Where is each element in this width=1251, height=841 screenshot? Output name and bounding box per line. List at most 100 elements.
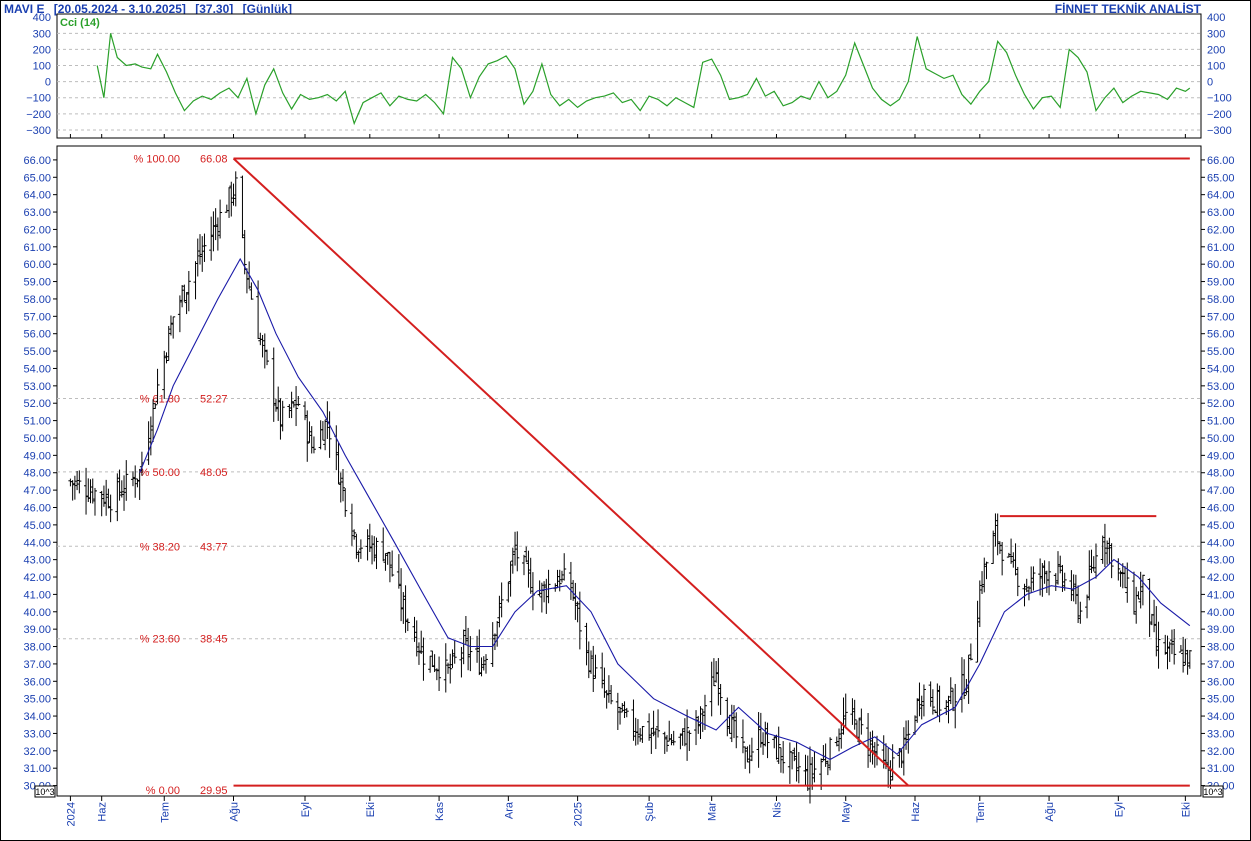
x-tick-label: Eki: [1180, 802, 1192, 817]
cci-tick-label-right: −100: [1207, 93, 1232, 105]
price-tick-label-right: 62.00: [1207, 224, 1235, 236]
ohlc-bar: [546, 569, 551, 604]
ohlc-bar: [416, 642, 421, 665]
ohlc-bar: [1100, 535, 1105, 564]
ohlc-bar: [850, 698, 855, 725]
ohlc-bar: [810, 756, 815, 790]
cci-tick-label-left: 400: [33, 12, 51, 24]
ohlc-bar: [106, 488, 111, 509]
price-tick-label-left: 46.00: [23, 502, 51, 514]
ohlc-bar: [593, 654, 598, 679]
ohlc-bar: [146, 421, 151, 465]
ohlc-bar: [421, 637, 426, 681]
ohlc-bar: [997, 541, 1002, 554]
ohlc-bar: [202, 233, 207, 262]
x-tick-label: Eki: [365, 802, 377, 817]
ohlc-bar: [341, 468, 345, 502]
ohlc-bar: [1136, 591, 1141, 600]
ohlc-bar: [732, 705, 737, 739]
price-tick-label-left: 42.00: [23, 572, 51, 584]
ohlc-bar: [1105, 540, 1110, 565]
ohlc-bar: [124, 460, 129, 501]
ohlc-bar: [430, 650, 435, 668]
ohlc-bar: [296, 396, 301, 407]
ohlc-bar: [649, 728, 654, 754]
price-tick-label-left: 50.00: [23, 433, 51, 445]
x-tick-label: Şub: [644, 802, 656, 822]
ohlc-bar: [468, 636, 473, 672]
ohlc-bar: [475, 635, 480, 663]
ohlc-bar: [396, 554, 401, 589]
price-tick-label-right: 46.00: [1207, 502, 1235, 514]
ohlc-bar: [338, 472, 343, 503]
cci-tick-label-left: −100: [26, 93, 51, 105]
ohlc-bar: [291, 401, 296, 408]
ohlc-bar: [993, 513, 998, 547]
ohlc-bar: [273, 398, 278, 412]
ohlc-bar: [401, 592, 406, 624]
chart-header: MAVI E [20.05.2024 - 3.10.2025] [37.30] …: [4, 2, 292, 16]
ohlc-bar: [168, 315, 173, 336]
price-tick-label-left: 44.00: [23, 537, 51, 549]
ohlc-bar: [680, 728, 685, 746]
ohlc-bar: [77, 470, 82, 494]
ohlc-bar: [133, 465, 138, 498]
ohlc-bar: [437, 656, 442, 691]
ohlc-bar: [233, 171, 238, 207]
x-tick-label: May: [841, 802, 853, 823]
x-tick-label: Mar: [707, 802, 719, 821]
ohlc-bar: [1022, 583, 1027, 607]
ohlc-bar: [479, 657, 484, 677]
price-tick-label-right: 66.00: [1207, 155, 1235, 167]
price-tick-label-left: 58.00: [23, 294, 51, 306]
ohlc-bar: [568, 561, 573, 600]
ohlc-bar: [609, 684, 614, 705]
price-tick-label-left: 66.00: [23, 155, 51, 167]
ohlc-bar: [171, 316, 176, 339]
price-tick-label-right: 31.00: [1207, 763, 1235, 775]
fib-percent-label: % 38.20: [140, 541, 180, 553]
ohlc-bar: [164, 352, 169, 364]
ohlc-bar: [1009, 538, 1014, 564]
ohlc-bar: [443, 643, 448, 693]
ohlc-bar: [343, 488, 348, 517]
ohlc-bar: [218, 199, 223, 239]
ohlc-bar: [1183, 638, 1188, 666]
ohlc-bar: [1058, 555, 1063, 574]
ohlc-bar: [211, 211, 216, 252]
ohlc-bar: [946, 695, 951, 724]
ohlc-bar: [99, 490, 104, 517]
ohlc-bar: [195, 238, 200, 277]
ohlc-bar: [557, 569, 562, 592]
trend-line-1: [232, 157, 909, 787]
ohlc-bar: [1118, 570, 1123, 587]
price-tick-label-left: 62.00: [23, 224, 51, 236]
price-tick-label-left: 31.00: [23, 763, 51, 775]
ohlc-bar: [917, 682, 922, 717]
ohlc-bar: [875, 735, 880, 766]
cci-tick-label-right: 0: [1207, 77, 1213, 89]
ohlc-bar: [1169, 629, 1174, 655]
ohlc-bar: [459, 647, 464, 678]
ohlc-bar: [1165, 635, 1170, 670]
ohlc-bar: [365, 529, 370, 561]
ohlc-bar: [747, 744, 752, 774]
ohlc-bar: [209, 216, 214, 261]
price-tick-label-right: 41.00: [1207, 589, 1235, 601]
ohlc-bar: [828, 737, 833, 771]
ohlc-bar: [153, 403, 158, 409]
price-tick-label-right: 53.00: [1207, 381, 1235, 393]
x-tick-label: Eyl: [300, 802, 312, 817]
price-tick-label-left: 59.00: [23, 277, 51, 289]
cci-panel-frame: [56, 13, 1202, 139]
fib-value-label: 66.08: [200, 154, 228, 166]
ohlc-bar: [104, 479, 109, 516]
price-tick-label-right: 48.00: [1207, 468, 1235, 480]
ohlc-bar: [577, 591, 582, 650]
fib-percent-label: % 50.00: [140, 467, 180, 479]
ohlc-bar: [635, 719, 640, 745]
moving-average-line: [139, 257, 1191, 761]
price-tick-label-right: 42.00: [1207, 572, 1235, 584]
ohlc-bar: [101, 485, 106, 507]
ohlc-bar: [403, 585, 408, 633]
